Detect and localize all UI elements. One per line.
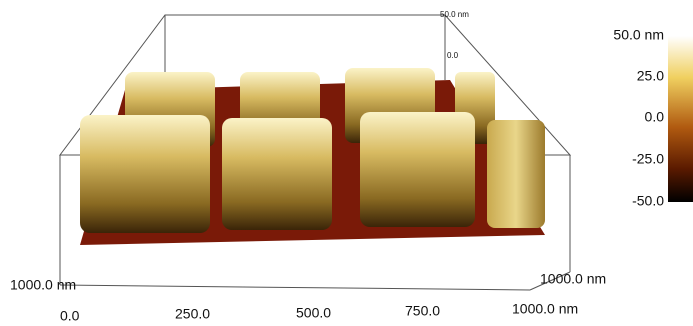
x-tick-label: 250.0 xyxy=(175,306,210,322)
x-tick-label: 0.0 xyxy=(60,308,80,324)
colorbar-label: 50.0 nm xyxy=(613,27,664,43)
y-axis-label: 1000.0 nm xyxy=(10,277,76,293)
x-tick-label: 1000.0 nm xyxy=(512,301,578,317)
colorbar-scale xyxy=(668,36,693,202)
y-axis-label: 1000.0 nm xyxy=(540,271,606,287)
colorbar-label: 0.0 xyxy=(645,109,665,125)
x-tick-label: 750.0 xyxy=(405,303,440,319)
x-tick-label: 500.0 xyxy=(296,305,331,321)
z-axis-label: 50.0 nm xyxy=(440,10,469,19)
colorbar-label: 25.0 xyxy=(637,68,664,84)
colorbar: 50.0 nm 25.0 0.0 -25.0 -50.0 xyxy=(613,27,693,209)
afm-figure: 50.0 nm 0.0 1000.0 nm 1000.0 nm 0.0 250.… xyxy=(0,0,693,326)
block xyxy=(487,120,545,228)
surface-plot: 50.0 nm 0.0 1000.0 nm 1000.0 nm 0.0 250.… xyxy=(10,10,606,324)
colorbar-label: -25.0 xyxy=(632,151,664,167)
block xyxy=(222,118,332,230)
block xyxy=(80,115,210,233)
box-edge xyxy=(60,285,530,290)
block xyxy=(360,112,475,227)
z-axis-label: 0.0 xyxy=(447,51,459,60)
colorbar-label: -50.0 xyxy=(632,193,664,209)
